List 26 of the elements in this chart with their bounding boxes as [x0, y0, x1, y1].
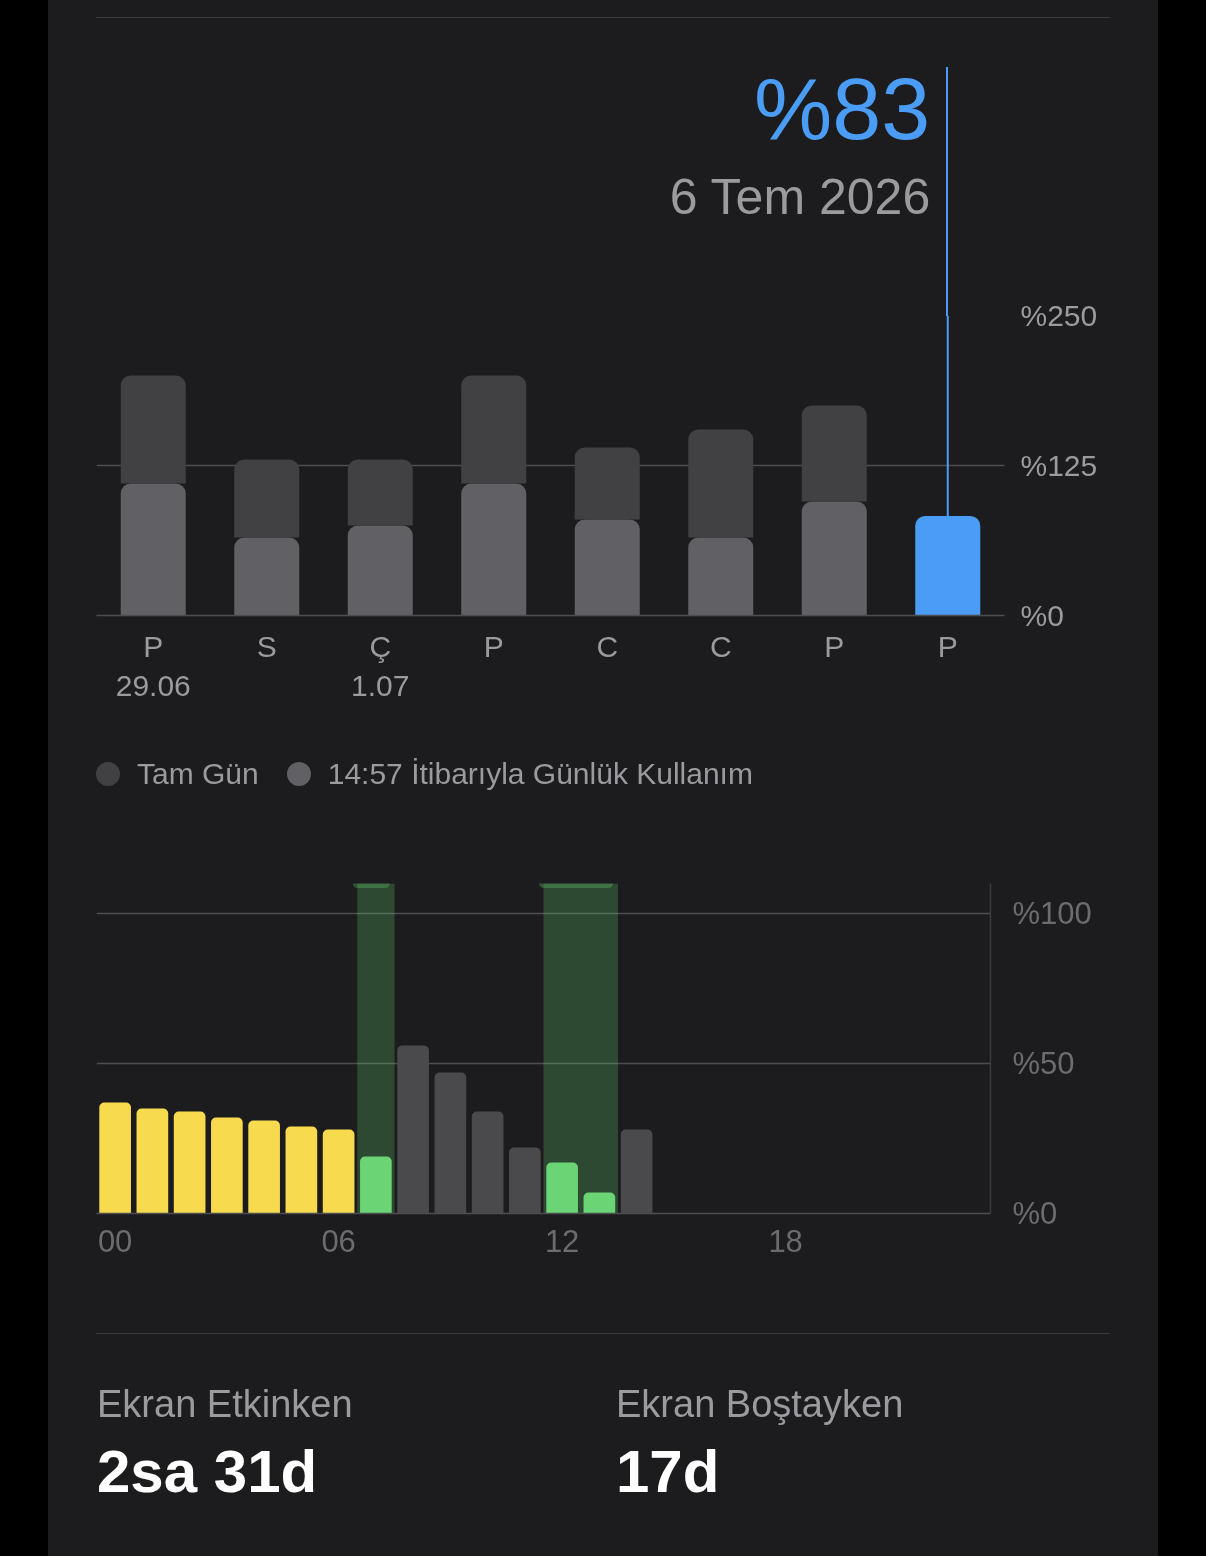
- text: Ekran Boştayken: [616, 1382, 905, 1427]
- x-tick-label: 18: [768, 1223, 803, 1259]
- x-tick-label: Ç 1.07: [351, 629, 410, 703]
- x-tick-label: S: [256, 629, 277, 663]
- legend-label: Tam Gün: [137, 756, 259, 792]
- x-tick-label: P: [937, 629, 958, 663]
- ref-line-label: %83: [754, 59, 931, 158]
- x-tick-label: P: [483, 629, 504, 663]
- y-tick-label: %0: [1020, 599, 1064, 632]
- x-tick-label: 00: [97, 1223, 133, 1259]
- x-tick-label: C: [709, 629, 732, 663]
- x-tick-label: 12: [544, 1223, 580, 1259]
- x-tick-label: P 29.06: [115, 629, 191, 703]
- y-tick-label: %250: [1020, 299, 1098, 332]
- y-tick-label: %50: [1012, 1046, 1075, 1081]
- y-tick-label: %0: [1012, 1196, 1058, 1231]
- text: Ekran Etkinken: [97, 1382, 354, 1427]
- x-tick-label: C: [596, 629, 619, 663]
- x-tick-label: P: [824, 629, 845, 663]
- text: 2sa 31d: [97, 1437, 319, 1507]
- y-tick-label: %100: [1012, 896, 1092, 931]
- text: 17d: [616, 1437, 721, 1507]
- x-tick-label: 06: [321, 1223, 356, 1259]
- legend-label: 14:57 İtibarıyla Günlük Kullanım: [327, 756, 753, 792]
- text: 6 Tem 2026: [669, 169, 931, 225]
- y-tick-label: %125: [1020, 449, 1098, 482]
